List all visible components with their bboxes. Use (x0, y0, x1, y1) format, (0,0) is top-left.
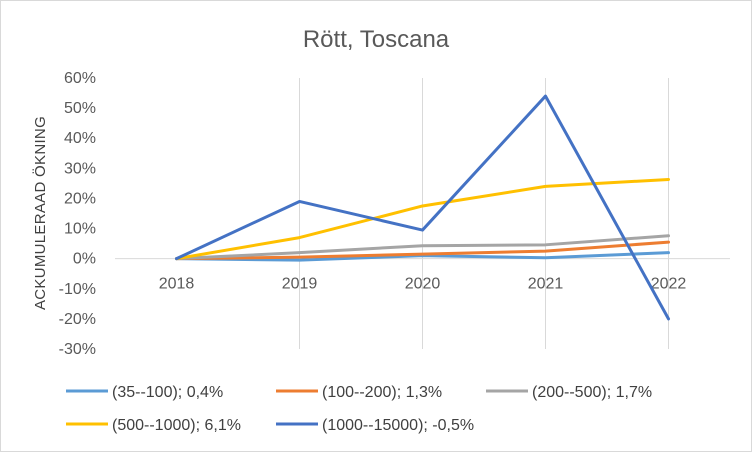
legend-label: (1000--15000); -0,5% (322, 417, 474, 434)
y-axis-ticks: 60% 50% 40% 30% 20% 10% 0% -10% -20% -30% (59, 70, 96, 358)
y-tick-label: -20% (59, 311, 96, 328)
series-line-5 (175, 94, 670, 321)
legend-label: (200--500); 1,7% (532, 384, 652, 401)
x-tick-label: 2022 (651, 276, 687, 293)
y-tick-label: 40% (64, 130, 96, 147)
series-line-4 (175, 177, 670, 261)
y-tick-label: 30% (64, 160, 96, 177)
legend-label: (500--1000); 6,1% (112, 417, 241, 434)
series-line-2 (175, 240, 670, 261)
x-tick-label: 2020 (405, 276, 441, 293)
x-tick-label: 2021 (528, 276, 564, 293)
legend-label: (35--100); 0,4% (112, 384, 223, 401)
y-tick-label: 60% (64, 70, 96, 87)
gridlines (299, 78, 669, 349)
y-tick-label: 20% (64, 190, 96, 207)
y-tick-label: 0% (73, 251, 96, 268)
y-tick-label: -10% (59, 281, 96, 298)
chart-title: Rött, Toscana (303, 26, 450, 53)
y-tick-label: -30% (59, 341, 96, 358)
y-tick-label: 10% (64, 221, 96, 238)
x-tick-label: 2019 (282, 276, 318, 293)
x-tick-label: 2018 (159, 276, 195, 293)
series-line-1 (175, 251, 670, 262)
y-axis-label: ACKUMULERAAD ÖKNING (31, 116, 49, 310)
series-line-3 (175, 234, 670, 261)
legend-label: (100--200); 1,3% (322, 384, 442, 401)
y-tick-label: 50% (64, 100, 96, 117)
legend: (35--100); 0,4% (100--200); 1,3% (200--500… (66, 384, 652, 434)
series-lines (175, 94, 670, 321)
x-axis-ticks: 2018 2019 2020 2021 2022 (159, 276, 687, 293)
